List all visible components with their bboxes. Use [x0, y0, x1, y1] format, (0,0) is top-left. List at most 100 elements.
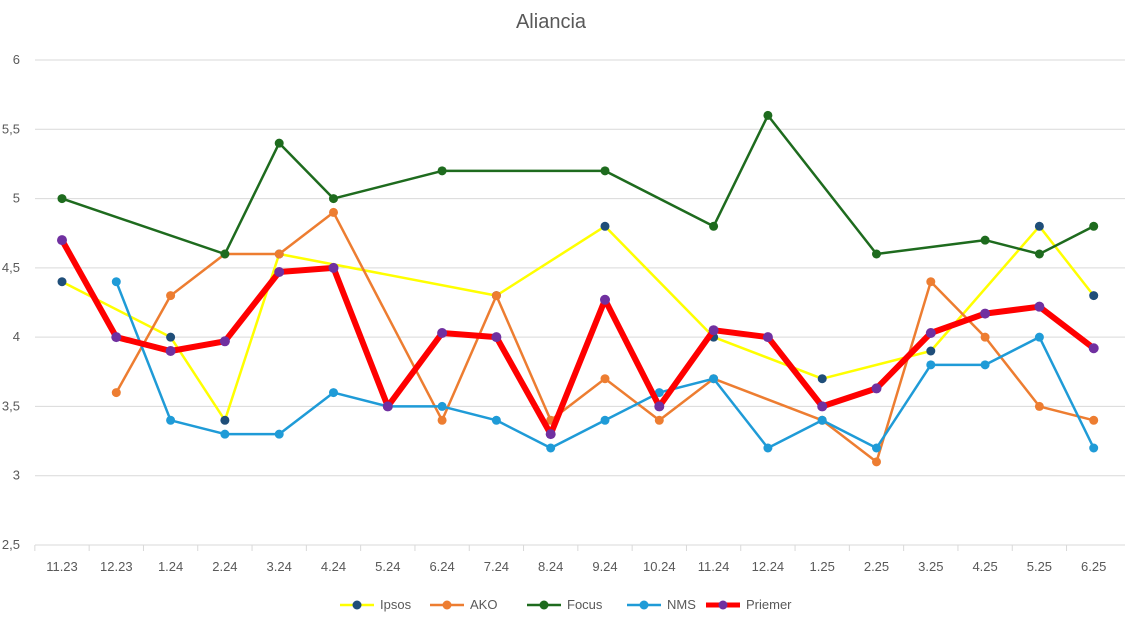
y-axis: 2,5 3 3,5 4 4,5 5 5,5 6 [2, 52, 20, 552]
data-point-ako [1034, 401, 1044, 411]
data-point-ipsos [1089, 291, 1099, 301]
x-tick-label: 10.24 [643, 559, 676, 574]
series-priemer [57, 235, 1099, 440]
legend: Ipsos AKO Focus NMS Priemer [340, 597, 792, 612]
data-point-nms [546, 443, 556, 453]
x-tick-label: 6.25 [1081, 559, 1106, 574]
data-point-priemer [708, 325, 719, 336]
data-point-priemer [165, 346, 176, 356]
data-point-nms [980, 360, 990, 370]
legend-marker-priemer [718, 600, 728, 610]
x-tick-label: 3.25 [918, 559, 943, 574]
data-point-priemer [219, 336, 230, 347]
data-point-focus [1034, 249, 1044, 259]
series-line-priemer [59, 237, 1097, 438]
data-point-nms [274, 429, 284, 439]
x-tick-label: 5.25 [1027, 559, 1052, 574]
data-point-priemer [491, 332, 502, 343]
data-point-priemer [57, 235, 67, 246]
data-point-nms [329, 388, 338, 398]
x-tick-label: 8.24 [538, 559, 563, 574]
y-tick-label: 5,5 [2, 121, 20, 136]
y-tick-label: 2,5 [2, 537, 20, 552]
legend-item-nms: NMS [627, 597, 696, 612]
data-point-nms [111, 277, 121, 287]
y-tick-label: 3,5 [2, 398, 20, 413]
data-point-priemer [925, 327, 936, 338]
data-point-ako [926, 277, 936, 287]
series-focus [57, 110, 1099, 259]
legend-marker-nms [639, 600, 649, 610]
x-tick-label: 2.25 [864, 559, 889, 574]
data-point-focus [220, 249, 230, 259]
data-point-nms [926, 360, 936, 370]
legend-marker-ipsos [352, 600, 362, 610]
data-point-focus [980, 235, 990, 245]
x-tick-label: 7.24 [484, 559, 509, 574]
x-tick-label: 11.23 [46, 559, 78, 574]
x-tick-label: 11.24 [698, 559, 730, 574]
data-point-ako [980, 332, 990, 342]
data-point-nms [872, 443, 881, 453]
x-tick-label: 12.23 [100, 559, 133, 574]
data-point-priemer [1034, 301, 1045, 312]
x-tick-label: 2.24 [212, 559, 237, 574]
data-point-nms [220, 429, 230, 439]
data-point-ipsos [166, 332, 176, 342]
x-tick-label: 12.24 [752, 559, 785, 574]
y-tick-label: 3 [13, 468, 20, 483]
x-tick-label: 9.24 [592, 559, 617, 574]
data-point-focus [57, 194, 67, 204]
data-point-nms [763, 443, 773, 453]
data-point-ako [1089, 415, 1099, 425]
data-point-ako [437, 415, 447, 425]
chart-title: Aliancia [516, 11, 587, 33]
series-line-focus [60, 114, 1095, 256]
data-point-priemer [762, 332, 773, 343]
x-tick-label: 4.24 [321, 559, 346, 574]
legend-label-ako: AKO [470, 597, 497, 612]
data-point-nms [437, 401, 447, 411]
data-point-ipsos [817, 374, 827, 384]
data-point-ipsos [57, 277, 67, 287]
x-tick-label: 1.24 [158, 559, 183, 574]
series-line-ipsos [60, 225, 1095, 422]
data-point-ako [166, 291, 176, 301]
data-point-ako [872, 457, 881, 467]
data-point-priemer [654, 401, 665, 412]
data-point-nms [166, 415, 176, 425]
data-point-focus [329, 194, 338, 204]
legend-item-ipsos: Ipsos [340, 597, 412, 612]
data-point-ipsos [926, 346, 936, 356]
data-point-priemer [871, 383, 882, 394]
data-point-ako [654, 415, 664, 425]
data-point-nms [1034, 332, 1044, 342]
data-point-priemer [382, 401, 393, 412]
series-nms [111, 277, 1099, 453]
data-point-priemer [274, 267, 285, 278]
data-point-focus [1089, 221, 1099, 231]
data-point-focus [872, 249, 881, 259]
y-tick-label: 4,5 [2, 260, 20, 275]
data-point-nms [654, 388, 664, 398]
data-point-ako [491, 291, 501, 301]
x-tick-label: 1.25 [810, 559, 835, 574]
data-point-nms [600, 415, 610, 425]
data-point-nms [1089, 443, 1099, 453]
data-point-priemer [328, 262, 339, 273]
data-point-priemer [600, 294, 610, 305]
data-point-priemer [817, 401, 828, 412]
data-point-nms [491, 415, 501, 425]
data-point-priemer [111, 332, 122, 343]
legend-item-ako: AKO [430, 597, 497, 612]
data-point-ako [274, 249, 284, 259]
x-tick-label: 5.24 [375, 559, 400, 574]
legend-item-priemer: Priemer [706, 597, 792, 612]
data-point-focus [763, 110, 773, 120]
data-point-nms [709, 374, 719, 384]
data-point-priemer [980, 308, 991, 319]
y-tick-label: 4 [13, 329, 20, 344]
data-point-priemer [545, 429, 556, 440]
legend-item-focus: Focus [527, 597, 603, 612]
